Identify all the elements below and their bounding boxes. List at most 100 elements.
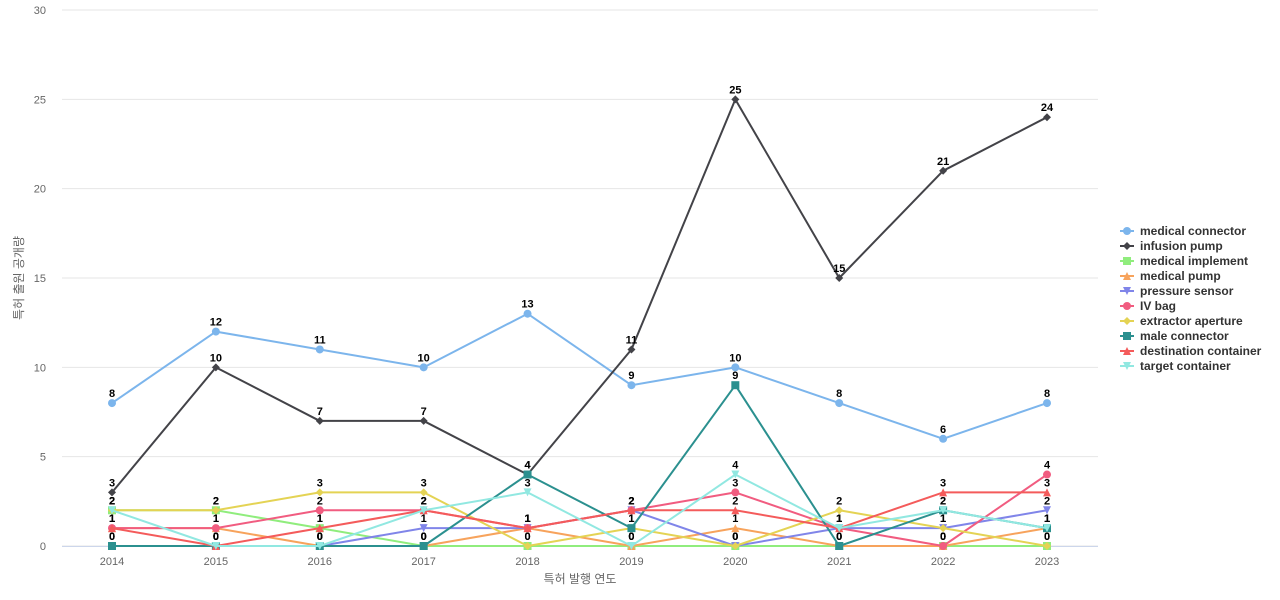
legend-item-infusion-pump[interactable]: infusion pump xyxy=(1120,239,1223,253)
data-point-extractor-aperture[interactable] xyxy=(1043,542,1051,550)
series-line-target-container[interactable] xyxy=(111,473,1048,547)
legend-item-medical-implement[interactable]: medical implement xyxy=(1120,254,1248,268)
data-point-extractor-aperture[interactable] xyxy=(315,488,324,497)
legend-item-iv-bag[interactable]: IV bag xyxy=(1120,299,1176,313)
legend-label: destination container xyxy=(1140,344,1262,358)
data-point-iv-bag[interactable] xyxy=(315,506,324,515)
legend-item-medical-pump[interactable]: medical pump xyxy=(1120,269,1221,283)
data-label-extractor-aperture: 3 xyxy=(317,477,323,489)
legend-label: extractor aperture xyxy=(1140,314,1243,328)
data-point-medical-connector[interactable] xyxy=(939,434,948,443)
data-point-extractor-aperture[interactable] xyxy=(523,542,532,550)
data-point-medical-pump[interactable] xyxy=(731,524,740,533)
data-point-target-container[interactable] xyxy=(1043,524,1051,533)
data-point-infusion-pump[interactable] xyxy=(627,345,636,354)
data-label-infusion-pump: 25 xyxy=(729,84,741,96)
data-point-infusion-pump[interactable] xyxy=(108,488,116,497)
data-point-extractor-aperture[interactable] xyxy=(731,542,740,550)
data-point-extractor-aperture[interactable] xyxy=(939,524,948,533)
data-point-extractor-aperture[interactable] xyxy=(419,488,428,497)
data-point-destination-container[interactable] xyxy=(1043,488,1051,497)
data-label-male-connector: 0 xyxy=(836,531,842,543)
data-point-target-container[interactable] xyxy=(731,470,740,479)
data-point-destination-container[interactable] xyxy=(939,488,948,497)
data-point-target-container[interactable] xyxy=(835,524,844,533)
series-male-connector[interactable] xyxy=(108,381,1051,550)
data-point-target-container[interactable] xyxy=(211,542,220,550)
data-point-male-connector[interactable] xyxy=(731,381,740,390)
data-label-extractor-aperture: 2 xyxy=(213,495,219,507)
data-point-destination-container[interactable] xyxy=(315,524,324,533)
data-point-infusion-pump[interactable] xyxy=(1043,113,1051,122)
data-point-extractor-aperture[interactable] xyxy=(211,506,220,515)
legend-item-male-connector[interactable]: male connector xyxy=(1120,329,1229,343)
legend-marker-icon xyxy=(1123,362,1131,370)
series-medical-connector[interactable] xyxy=(108,309,1051,443)
legend-item-pressure-sensor[interactable]: pressure sensor xyxy=(1120,284,1234,298)
data-point-medical-connector[interactable] xyxy=(731,363,740,372)
data-label-medical-pump: 1 xyxy=(524,513,530,525)
data-label-male-connector: 9 xyxy=(732,370,738,382)
data-label-male-connector: 0 xyxy=(421,531,427,543)
legend-item-destination-container[interactable]: destination container xyxy=(1120,344,1262,358)
data-point-medical-connector[interactable] xyxy=(108,399,116,408)
data-point-target-container[interactable] xyxy=(939,506,948,515)
data-point-infusion-pump[interactable] xyxy=(211,363,220,372)
data-point-iv-bag[interactable] xyxy=(731,488,740,497)
data-point-iv-bag[interactable] xyxy=(211,524,220,533)
legend-item-medical-connector[interactable]: medical connector xyxy=(1120,224,1246,238)
data-point-infusion-pump[interactable] xyxy=(419,416,428,425)
data-point-medical-connector[interactable] xyxy=(419,363,428,372)
data-point-male-connector[interactable] xyxy=(108,542,116,550)
data-point-iv-bag[interactable] xyxy=(939,542,948,550)
series-line-infusion-pump[interactable] xyxy=(111,98,1048,494)
data-point-infusion-pump[interactable] xyxy=(315,416,324,425)
data-point-medical-connector[interactable] xyxy=(627,381,636,390)
data-point-destination-container[interactable] xyxy=(108,524,116,533)
legend-marker-icon xyxy=(1123,257,1131,265)
data-point-medical-connector[interactable] xyxy=(211,327,220,336)
x-tick-label: 2018 xyxy=(515,556,539,568)
data-label-destination-container: 1 xyxy=(524,513,530,525)
data-point-medical-connector[interactable] xyxy=(523,309,532,318)
data-label-iv-bag: 0 xyxy=(940,531,946,543)
series-line-medical-connector[interactable] xyxy=(111,312,1048,440)
data-point-extractor-aperture[interactable] xyxy=(835,506,844,515)
data-point-male-connector[interactable] xyxy=(523,470,532,479)
data-point-male-connector[interactable] xyxy=(627,524,636,533)
legend-item-extractor-aperture[interactable]: extractor aperture xyxy=(1120,314,1243,328)
data-label-male-connector: 4 xyxy=(524,460,531,472)
data-point-infusion-pump[interactable] xyxy=(939,166,948,175)
series-pressure-sensor[interactable] xyxy=(108,506,1051,550)
data-point-target-container[interactable] xyxy=(419,506,428,515)
data-point-iv-bag[interactable] xyxy=(1043,470,1051,479)
data-point-target-container[interactable] xyxy=(315,542,324,550)
legend-label: male connector xyxy=(1140,329,1229,343)
data-point-target-container[interactable] xyxy=(523,488,532,497)
data-point-infusion-pump[interactable] xyxy=(731,95,740,104)
series-infusion-pump[interactable] xyxy=(108,95,1051,497)
y-tick-label: 30 xyxy=(34,5,46,17)
data-point-medical-connector[interactable] xyxy=(835,399,844,408)
data-label-destination-container: 2 xyxy=(732,495,738,507)
data-point-male-connector[interactable] xyxy=(419,542,428,550)
data-label-medical-connector: 10 xyxy=(418,352,430,364)
data-point-male-connector[interactable] xyxy=(835,542,844,550)
series-target-container[interactable] xyxy=(108,470,1051,550)
data-label-destination-container: 1 xyxy=(109,513,115,525)
data-point-target-container[interactable] xyxy=(627,542,636,550)
data-point-infusion-pump[interactable] xyxy=(835,274,844,282)
data-point-destination-container[interactable] xyxy=(731,506,740,515)
x-tick-label: 2016 xyxy=(308,556,332,568)
legend-item-target-container[interactable]: target container xyxy=(1120,359,1231,373)
legend-label: medical connector xyxy=(1140,224,1246,238)
data-point-destination-container[interactable] xyxy=(627,506,636,515)
data-point-target-container[interactable] xyxy=(108,506,116,515)
data-point-medical-connector[interactable] xyxy=(1043,399,1051,408)
data-point-pressure-sensor[interactable] xyxy=(419,524,428,533)
data-point-medical-connector[interactable] xyxy=(315,345,324,354)
data-point-pressure-sensor[interactable] xyxy=(1043,506,1051,515)
data-point-destination-container[interactable] xyxy=(523,524,532,533)
